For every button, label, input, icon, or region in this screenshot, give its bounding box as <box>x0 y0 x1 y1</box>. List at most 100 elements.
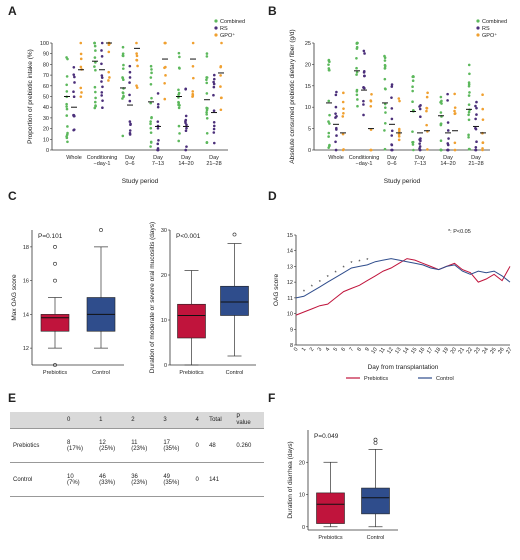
data-point <box>341 115 345 118</box>
box-body <box>177 303 206 339</box>
data-point <box>369 99 373 103</box>
data-point <box>467 63 471 67</box>
data-point <box>100 74 104 77</box>
data-point <box>363 74 366 78</box>
table-header-cell: Total <box>206 412 234 429</box>
data-point <box>447 137 450 140</box>
data-point <box>128 93 131 97</box>
table-cell: 49 (35%) <box>163 473 180 486</box>
y-axis-label: Absolute consumed prebiotic dietary fibe… <box>289 29 296 163</box>
data-point <box>177 88 180 92</box>
data-point <box>156 92 160 95</box>
p-value-annotation: P<0.001 <box>176 233 201 240</box>
data-point <box>100 94 103 97</box>
x-tick-label: 21 <box>458 347 466 355</box>
y-tick-label: 0 <box>46 148 49 154</box>
table-cell: 8 (17%) <box>67 439 84 452</box>
p-value-annotation: P=0.049 <box>314 433 339 440</box>
data-point <box>418 145 422 148</box>
data-point <box>390 83 394 86</box>
data-point <box>440 102 443 105</box>
x-tick-label: 25 <box>489 347 497 355</box>
y-tick-label: 0 <box>302 525 305 531</box>
y-tick-label: 13 <box>287 264 293 270</box>
x-tick-label: 19 <box>442 347 450 355</box>
x-tick-label: 18 <box>434 347 442 355</box>
data-point <box>481 141 485 145</box>
y-tick-label: 10 <box>299 493 305 499</box>
data-point <box>93 44 97 48</box>
data-point <box>446 121 450 124</box>
data-point <box>177 139 181 143</box>
x-tick-label: 27 <box>505 347 513 355</box>
x-tick-label: Conditioning −day-1 <box>349 155 380 167</box>
table-cell: Prebiotics <box>13 442 40 449</box>
data-point <box>72 73 76 76</box>
data-point <box>411 89 414 93</box>
x-tick-label: Day 14–20 <box>440 155 455 167</box>
data-point <box>121 54 125 58</box>
data-point <box>356 104 359 108</box>
data-point <box>178 104 181 107</box>
data-point <box>341 100 345 104</box>
x-tick-label: 12 <box>386 347 394 355</box>
data-point <box>474 148 478 152</box>
data-point <box>184 129 188 133</box>
x-tick-label: 26 <box>497 347 505 355</box>
data-point <box>453 112 457 115</box>
data-point <box>390 96 393 99</box>
data-point <box>334 116 337 119</box>
box-outlier <box>373 437 378 442</box>
x-tick-label: Whole <box>66 155 82 161</box>
data-point <box>384 106 387 109</box>
data-point <box>411 140 414 144</box>
y-axis-label: OAG score <box>273 274 280 307</box>
y-tick-label: 15 <box>287 233 293 239</box>
data-point <box>184 118 188 122</box>
x-tick-label: 10 <box>370 347 378 355</box>
data-point <box>163 81 166 85</box>
x-tick-label: 3 <box>317 347 324 353</box>
data-point <box>101 106 104 109</box>
data-point <box>191 64 195 68</box>
y-axis-label: Proportion of prebiotic intake (%) <box>27 49 34 144</box>
x-tick-label: Whole <box>328 155 344 161</box>
data-point <box>128 99 132 103</box>
box-outlier <box>53 261 57 266</box>
data-point <box>128 120 132 123</box>
data-point <box>73 81 76 84</box>
data-point <box>425 109 428 113</box>
data-point <box>93 85 97 89</box>
data-point <box>72 90 75 94</box>
box-body <box>361 487 390 515</box>
data-point <box>363 86 366 90</box>
data-point <box>128 81 131 84</box>
legend-label: GPO⁺ <box>220 32 235 39</box>
x-axis-label: Study period <box>122 178 159 185</box>
x-tick-label: 20 <box>450 347 458 355</box>
data-point <box>100 49 103 52</box>
data-point <box>212 73 216 77</box>
data-point <box>418 147 421 150</box>
data-point <box>108 76 111 79</box>
data-point <box>156 103 160 106</box>
y-tick-label: 5 <box>308 127 311 133</box>
y-tick-label: 12 <box>23 346 29 352</box>
data-point <box>355 57 358 60</box>
data-point <box>342 148 345 151</box>
data-point <box>467 84 471 88</box>
data-point <box>205 92 209 95</box>
data-point <box>362 70 366 73</box>
data-point <box>390 129 394 133</box>
data-point <box>135 54 139 58</box>
legend-marker <box>214 26 218 30</box>
data-point <box>93 41 96 45</box>
x-tick-label: Control <box>92 370 110 376</box>
y-tick-label: 40 <box>43 105 49 111</box>
data-point <box>150 116 153 120</box>
data-point <box>467 94 471 97</box>
y-tick-label: 20 <box>43 127 49 133</box>
data-point <box>122 63 125 67</box>
data-point <box>481 118 485 121</box>
x-tick-label: Day 0–6 <box>125 155 135 167</box>
